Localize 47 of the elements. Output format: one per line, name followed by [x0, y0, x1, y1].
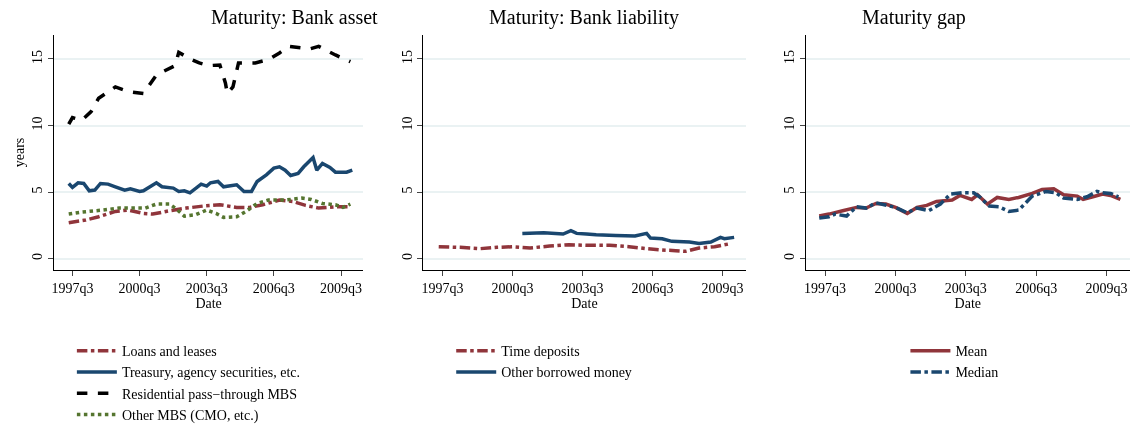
chart-title: Maturity: Bank asset: [211, 6, 379, 29]
y-tick-label: 5: [781, 186, 797, 194]
chart-title: Maturity: Bank liability: [489, 6, 679, 29]
x-tick-label: 2000q3: [118, 280, 161, 296]
x-tick-label: 1997q3: [421, 280, 464, 296]
legend-label: Treasury, agency securities, etc.: [121, 365, 301, 381]
x-tick-label: 2000q3: [491, 280, 534, 296]
line-series: [520, 228, 736, 246]
y-tick-label: 0: [30, 253, 46, 261]
line-series: [66, 44, 353, 126]
y-tick-label: 10: [399, 116, 415, 131]
line-series: [436, 242, 731, 254]
x-tick-label: 1997q3: [51, 280, 94, 296]
y-tick-label: 15: [781, 49, 797, 64]
y-tick-label: 10: [781, 116, 797, 131]
x-tick-label: 2006q3: [1015, 280, 1058, 296]
legend-label: Loans and leases: [121, 344, 217, 360]
x-tick-label: 2009q3: [320, 280, 363, 296]
x-tick-label: 1997q3: [804, 280, 847, 296]
y-tick-label: 5: [399, 186, 415, 194]
y-tick-label: 10: [30, 116, 46, 131]
legend-label: Time deposits: [501, 344, 580, 360]
x-tick-label: 2006q3: [252, 280, 295, 296]
x-axis-title: Date: [954, 295, 982, 311]
y-tick-label: 15: [30, 49, 46, 64]
legend-label: Median: [955, 365, 999, 381]
x-axis-title: Date: [195, 295, 222, 311]
y-axis-title: years: [11, 137, 27, 168]
y-tick-label: 15: [399, 49, 415, 64]
x-tick-label: 2003q3: [185, 280, 228, 296]
legend-label: Other MBS (CMO, etc.): [121, 407, 259, 424]
legend-label: Mean: [955, 344, 988, 360]
legend-label: Other borrowed money: [501, 365, 632, 381]
x-tick-label: 2006q3: [631, 280, 674, 296]
chart-title: Maturity gap: [862, 6, 966, 29]
x-axis-title: Date: [571, 295, 598, 311]
x-tick-label: 2003q3: [561, 280, 604, 296]
legend-label: Residential pass−through MBS: [121, 386, 297, 402]
x-tick-label: 2000q3: [874, 280, 917, 296]
x-tick-label: 2009q3: [701, 280, 744, 296]
y-tick-label: 0: [781, 253, 797, 261]
y-tick-label: 0: [399, 253, 415, 261]
x-tick-label: 2009q3: [1085, 280, 1128, 296]
line-series: [66, 155, 355, 195]
x-tick-label: 2003q3: [944, 280, 987, 296]
y-tick-label: 5: [30, 186, 46, 194]
line-series: [66, 196, 353, 220]
